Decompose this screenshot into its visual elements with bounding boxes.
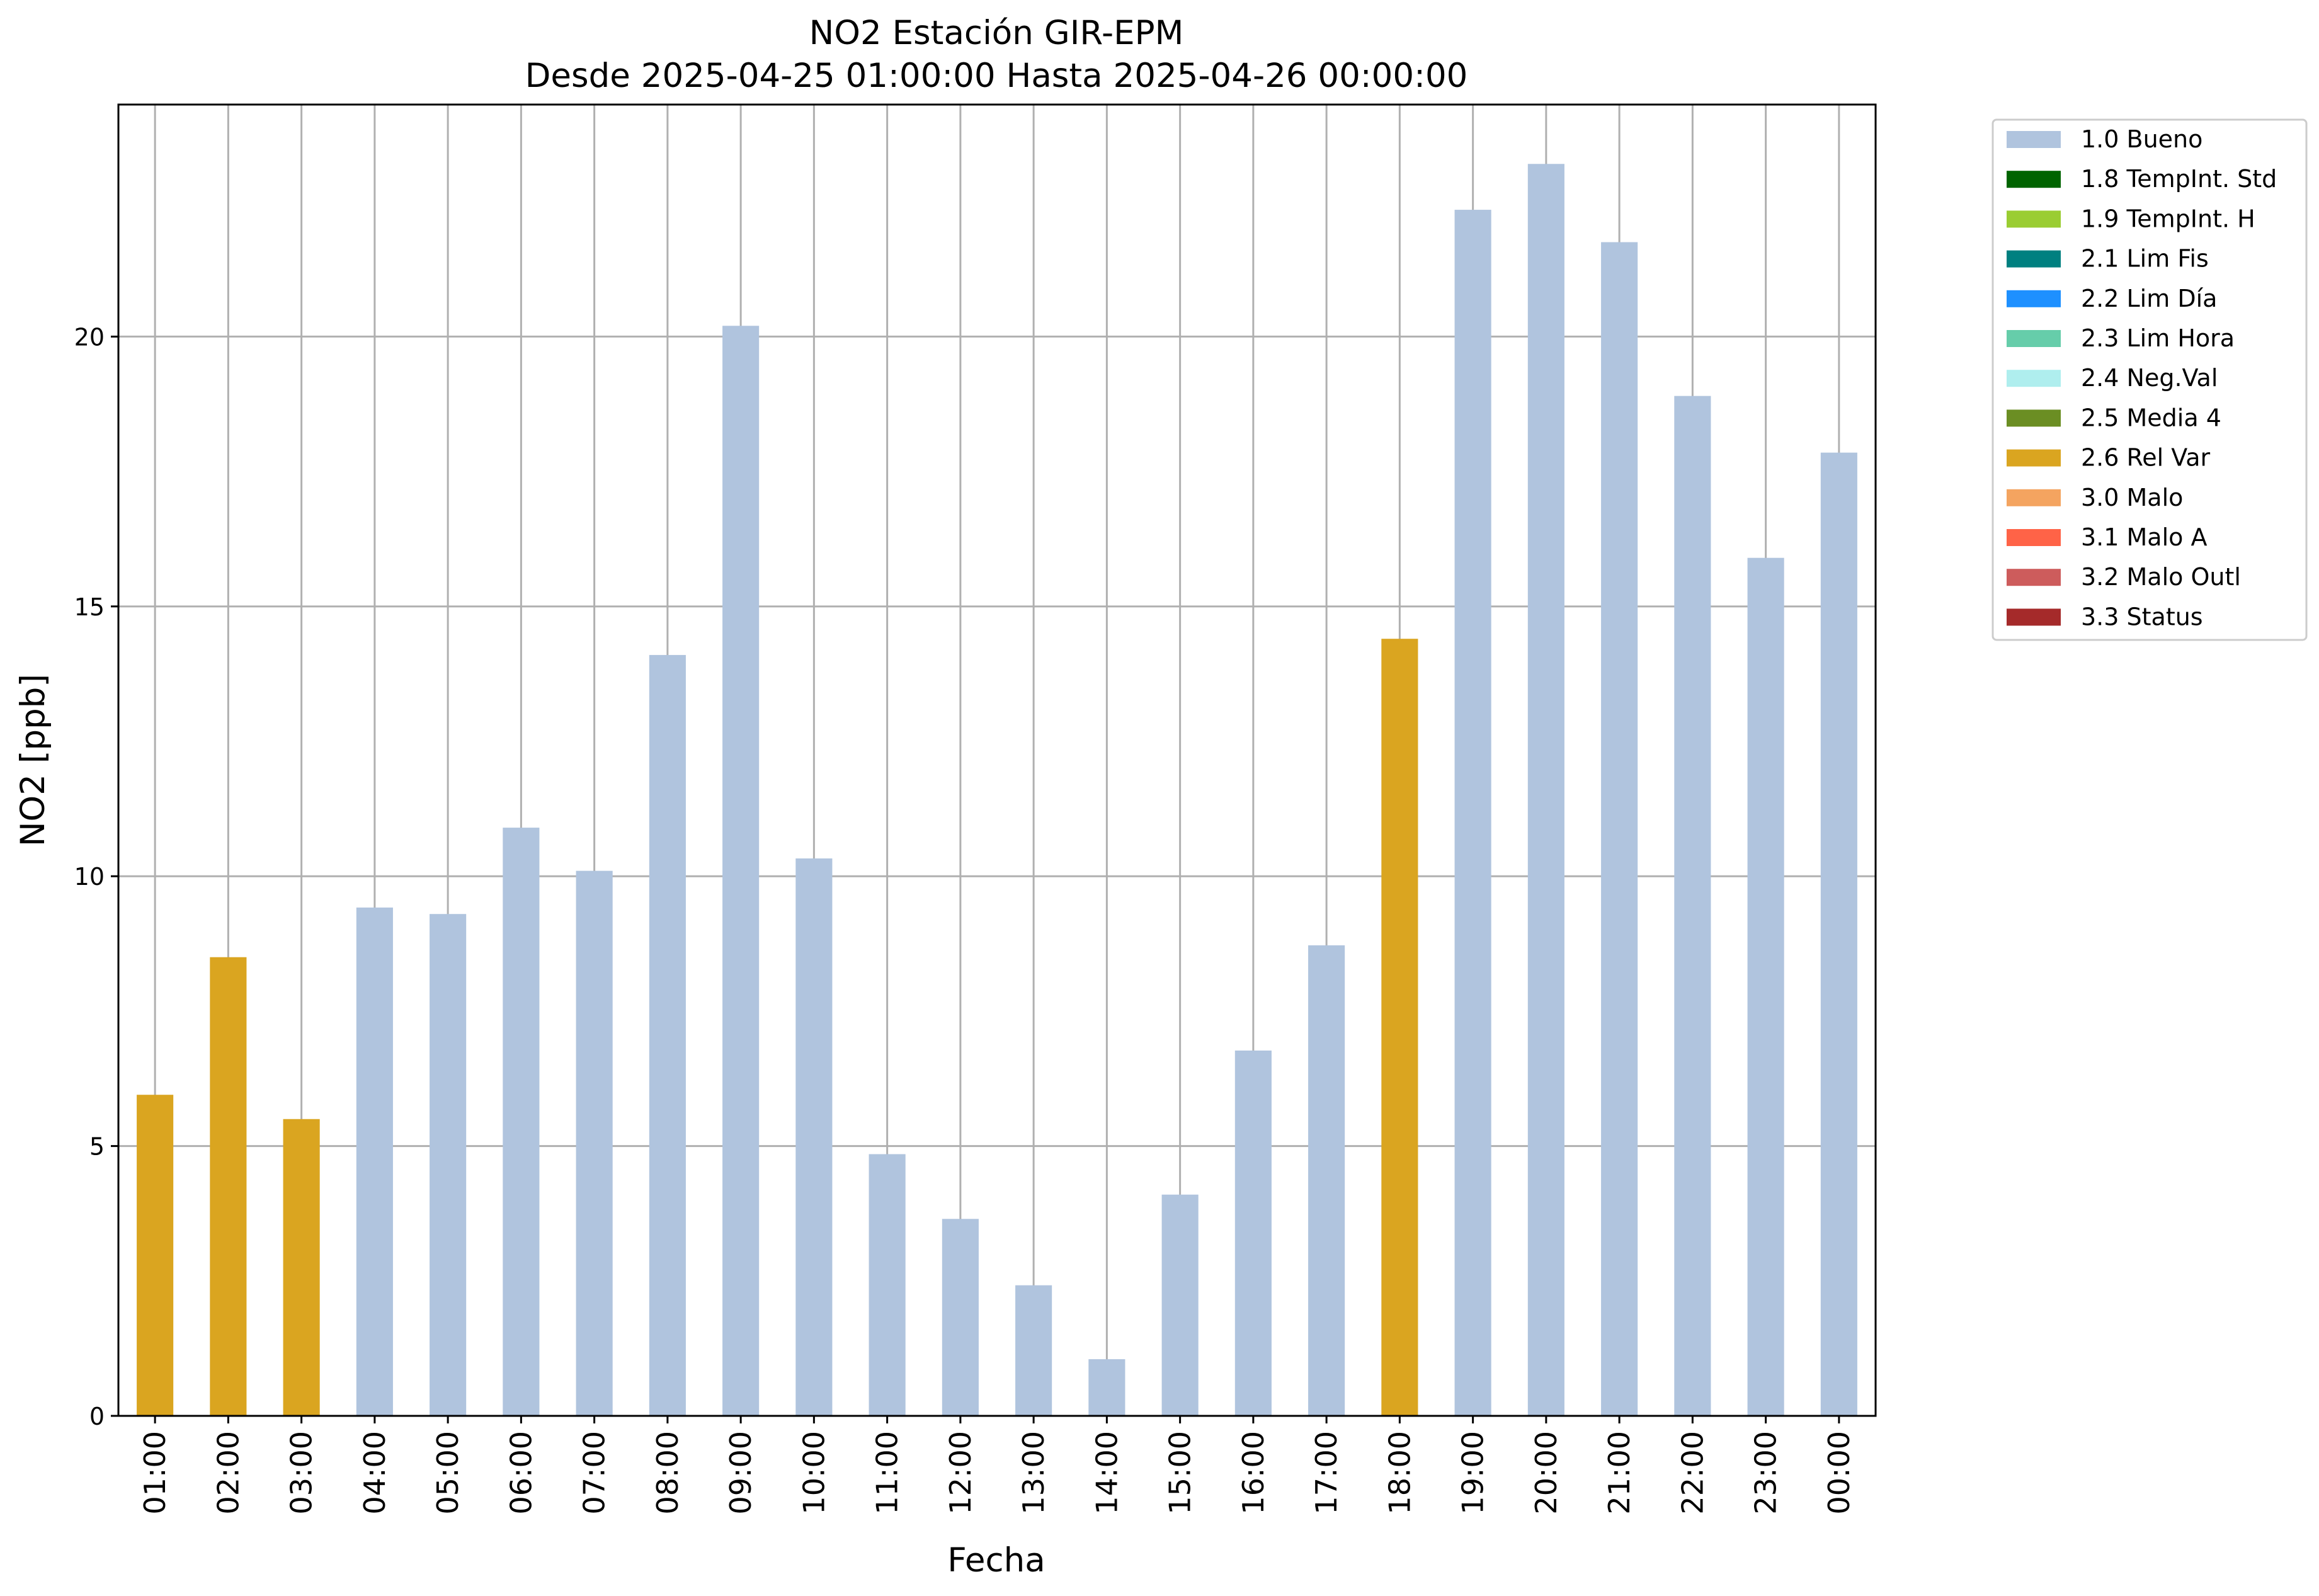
x-tick-label: 02:00 — [211, 1431, 245, 1515]
legend-box — [1991, 118, 2308, 641]
bar — [942, 1219, 979, 1416]
legend-label: 3.1 Malo A — [2081, 523, 2207, 551]
legend-swatch — [2007, 131, 2061, 148]
y-tick-label: 0 — [89, 1403, 105, 1430]
bar — [1308, 945, 1345, 1416]
bar — [503, 828, 540, 1416]
bar — [1088, 1359, 1125, 1416]
bars — [137, 164, 1857, 1416]
x-tick-label: 19:00 — [1456, 1431, 1490, 1515]
plot-frame — [117, 103, 1877, 1417]
bar — [795, 858, 833, 1416]
y-tick-label: 5 — [89, 1133, 105, 1161]
y-tick-label: 10 — [74, 863, 105, 891]
bar — [1820, 452, 1857, 1416]
legend-swatch — [2007, 370, 2061, 387]
legend-swatch — [2007, 250, 2061, 268]
legend-label: 2.4 Neg.Val — [2081, 364, 2218, 392]
x-tick-label: 03:00 — [285, 1431, 319, 1515]
bar — [1747, 557, 1784, 1416]
bar — [283, 1119, 320, 1416]
legend-label: 1.8 TempInt. Std — [2081, 165, 2277, 193]
x-tick-label: 00:00 — [1822, 1431, 1856, 1515]
bar — [1381, 639, 1418, 1416]
legend-swatch — [2007, 569, 2061, 586]
legend-swatch — [2007, 608, 2061, 626]
x-axis: 01:00 02:00 03:00 04:00 05:00 06:00 07:00 08:00… — [138, 1416, 1856, 1515]
x-tick-label: 17:00 — [1309, 1431, 1343, 1515]
legend-swatch — [2007, 210, 2061, 228]
bar — [1601, 242, 1638, 1416]
bar — [430, 914, 467, 1416]
chart-title: NO2 Estación GIR-EPM — [809, 14, 1184, 52]
legend-swatch — [2007, 290, 2061, 307]
legend-label: 2.2 Lim Día — [2081, 285, 2217, 312]
chart-subtitle: Desde 2025-04-25 01:00:00 Hasta 2025-04-… — [525, 57, 1468, 95]
x-tick-label: 09:00 — [724, 1431, 758, 1515]
legend-swatch — [2007, 330, 2061, 347]
legend-label: 3.0 Malo — [2081, 484, 2183, 511]
x-axis-label: Fecha — [947, 1541, 1045, 1580]
legend-swatch — [2007, 171, 2061, 188]
x-tick-label: 04:00 — [358, 1431, 392, 1515]
legend: 1.0 Bueno 1.8 TempInt. Std 1.9 TempInt. H 2… — [1991, 118, 2308, 641]
x-tick-label: 12:00 — [943, 1431, 977, 1515]
legend-label: 2.5 Media 4 — [2081, 404, 2221, 431]
bar — [649, 654, 686, 1416]
x-tick-label: 05:00 — [431, 1431, 465, 1515]
legend-label: 2.3 Lim Hora — [2081, 324, 2235, 352]
x-tick-label: 23:00 — [1749, 1431, 1783, 1515]
x-tick-label: 01:00 — [138, 1431, 172, 1515]
legend-swatch — [2007, 489, 2061, 506]
bar — [576, 870, 613, 1416]
bar — [1234, 1050, 1272, 1416]
x-tick-label: 22:00 — [1675, 1431, 1709, 1515]
x-tick-label: 07:00 — [578, 1431, 612, 1515]
legend-label: 3.2 Malo Outl — [2081, 563, 2241, 591]
x-tick-label: 16:00 — [1236, 1431, 1270, 1515]
legend-label: 2.6 Rel Var — [2081, 444, 2211, 472]
bar — [869, 1154, 906, 1416]
y-tick-label: 20 — [74, 323, 105, 351]
legend-swatch — [2007, 449, 2061, 467]
bar — [1674, 396, 1711, 1416]
legend-label: 1.0 Bueno — [2081, 125, 2202, 153]
bar — [1527, 164, 1564, 1416]
x-tick-label: 21:00 — [1602, 1431, 1636, 1515]
y-tick-label: 15 — [74, 593, 105, 621]
x-tick-label: 20:00 — [1529, 1431, 1563, 1515]
x-tick-label: 15:00 — [1163, 1431, 1197, 1515]
bar — [356, 907, 393, 1416]
x-tick-label: 08:00 — [651, 1431, 685, 1515]
legend-label: 2.1 Lim Fis — [2081, 245, 2209, 273]
bar — [137, 1095, 174, 1416]
legend-swatch — [2007, 409, 2061, 427]
x-tick-label: 14:00 — [1090, 1431, 1124, 1515]
x-tick-label: 06:00 — [504, 1431, 538, 1515]
legend-label: 1.9 TempInt. H — [2081, 205, 2255, 232]
y-axis: 0 5 10 15 20 — [74, 323, 118, 1430]
x-tick-label: 18:00 — [1382, 1431, 1416, 1515]
x-tick-label: 13:00 — [1017, 1431, 1051, 1515]
y-axis-label: NO2 [ppb] — [14, 674, 52, 846]
bar — [1454, 210, 1491, 1416]
legend-swatch — [2007, 529, 2061, 546]
legend-label: 3.3 Status — [2081, 603, 2203, 630]
bar — [1161, 1194, 1199, 1416]
x-tick-label: 10:00 — [797, 1431, 831, 1515]
bar — [210, 957, 247, 1416]
bar — [1015, 1285, 1052, 1416]
x-tick-label: 11:00 — [870, 1431, 904, 1515]
bar — [722, 326, 760, 1416]
